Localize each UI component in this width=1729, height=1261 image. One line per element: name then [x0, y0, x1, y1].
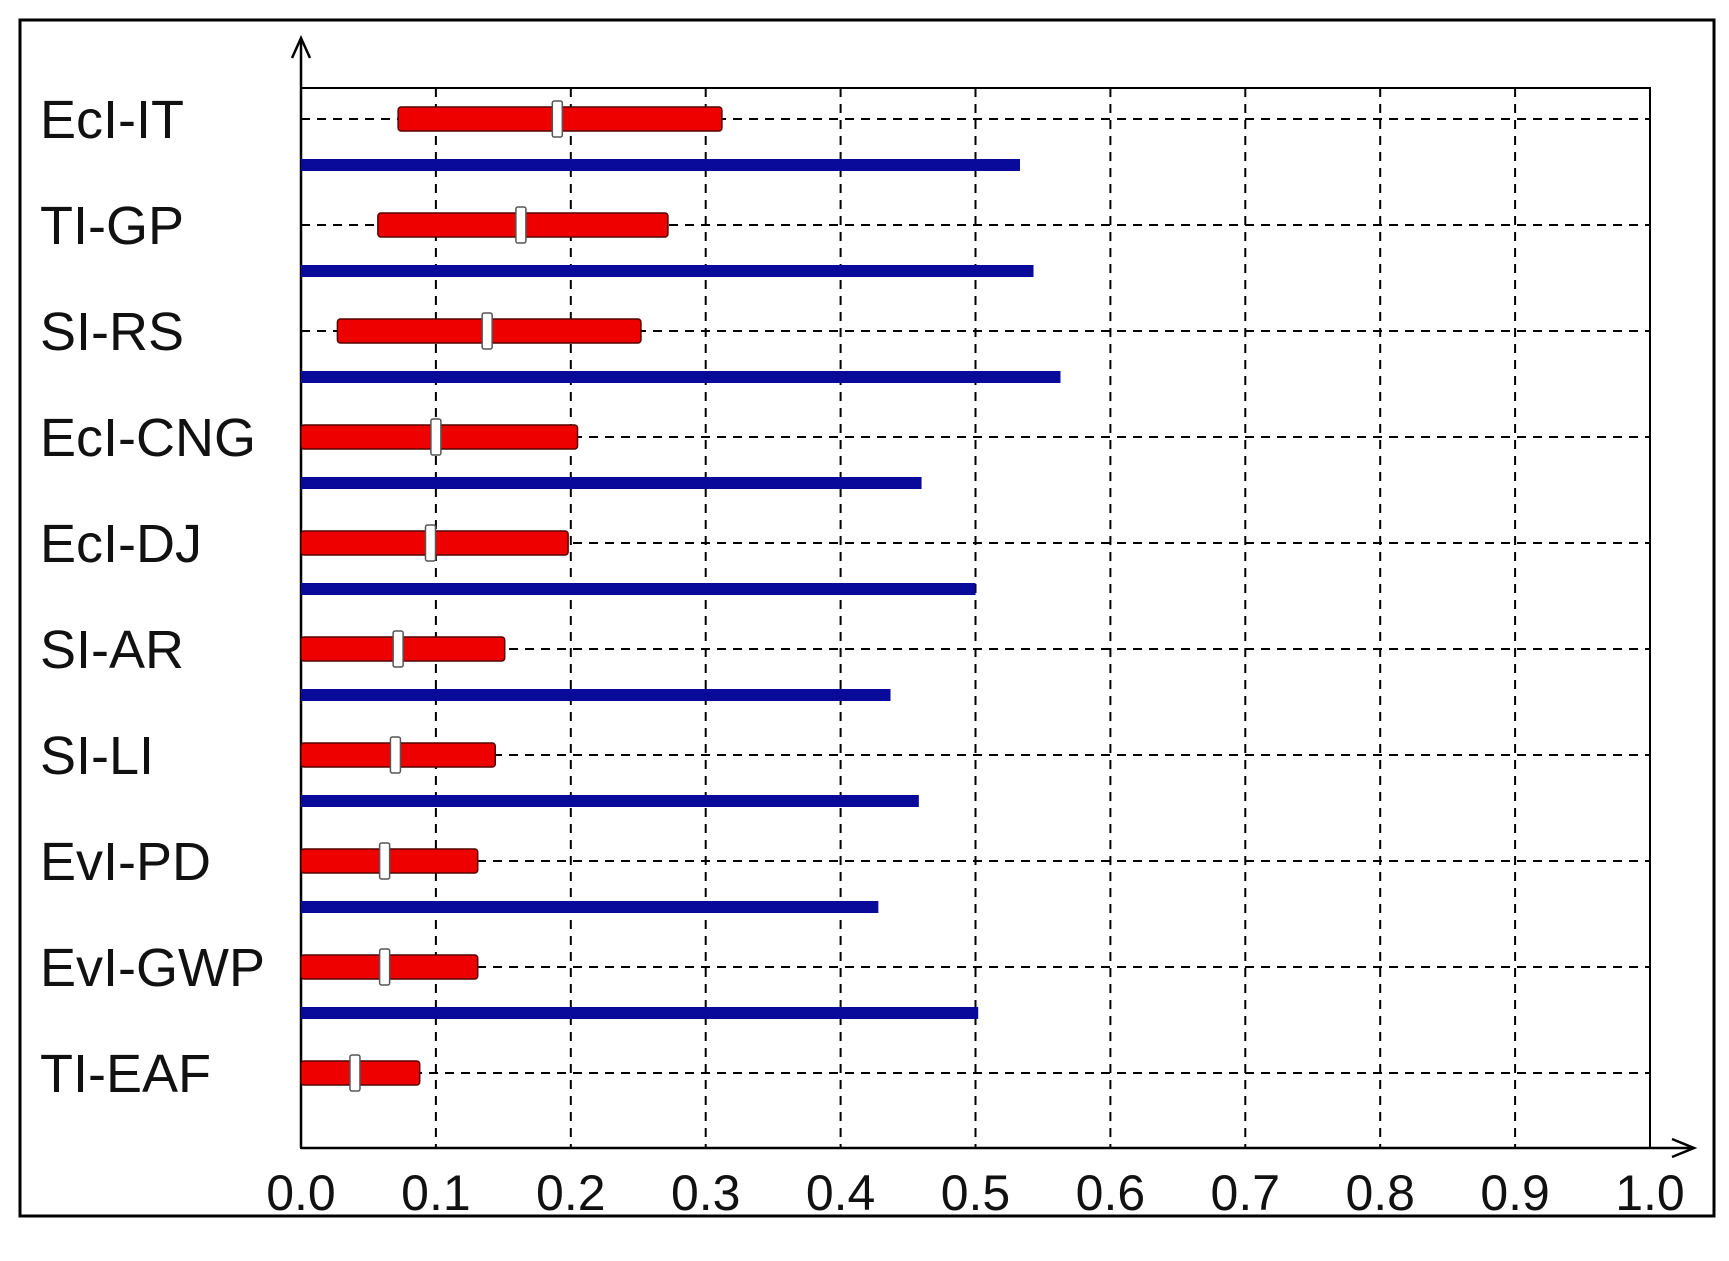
x-tick-label: 0.5 — [941, 1165, 1011, 1221]
range-marker — [430, 418, 442, 456]
category-label: EvI-PD — [40, 832, 211, 892]
value-bar — [301, 371, 1061, 383]
category-label: SI-RS — [40, 302, 184, 362]
x-tick-label: 0.2 — [536, 1165, 606, 1221]
range-marker — [378, 948, 391, 986]
x-tick-label: 0.1 — [401, 1165, 471, 1221]
category-label: EvI-GWP — [40, 938, 265, 998]
category-label: SI-LI — [40, 726, 154, 786]
x-tick-label: 0.0 — [266, 1165, 336, 1221]
category-label: EcI-DJ — [40, 514, 202, 574]
value-bar — [301, 583, 976, 595]
value-bar — [301, 477, 922, 489]
value-bar — [301, 689, 891, 701]
category-label: EcI-IT — [40, 90, 184, 150]
value-bar — [301, 795, 919, 807]
x-tick-label: 0.7 — [1211, 1165, 1281, 1221]
value-bar — [301, 1007, 979, 1019]
range-marker — [481, 312, 493, 350]
plot-marks — [300, 100, 1061, 1092]
category-label: SI-AR — [40, 620, 184, 680]
range-marker — [378, 842, 391, 880]
range-marker — [515, 206, 527, 244]
value-bar — [301, 901, 879, 913]
range-marker — [392, 630, 404, 668]
category-label: TI-GP — [40, 196, 184, 256]
x-tick-label: 0.3 — [671, 1165, 741, 1221]
range-marker — [424, 524, 437, 562]
x-tick-label: 1.0 — [1615, 1165, 1685, 1221]
value-bar — [301, 159, 1021, 171]
category-label: EcI-CNG — [40, 408, 256, 468]
labels: 0.0 0.1 0.2 0.3 0.4 0.5 0.6 0.7 0.8 0.9 1.0 EcI-IT T… — [40, 90, 1685, 1221]
range-marker — [349, 1054, 361, 1092]
category-label: TI-EAF — [40, 1044, 211, 1104]
x-tick-label: 0.6 — [1076, 1165, 1146, 1221]
x-tick-label: 0.9 — [1480, 1165, 1550, 1221]
x-axis-arrow — [1671, 1137, 1698, 1159]
chart-frame — [18, 18, 1716, 1218]
x-tick-label: 0.8 — [1345, 1165, 1415, 1221]
y-axis-arrow — [290, 34, 312, 59]
range-marker — [389, 736, 402, 774]
value-bar — [301, 265, 1034, 277]
range-marker — [551, 100, 564, 138]
x-tick-label: 0.4 — [806, 1165, 876, 1221]
